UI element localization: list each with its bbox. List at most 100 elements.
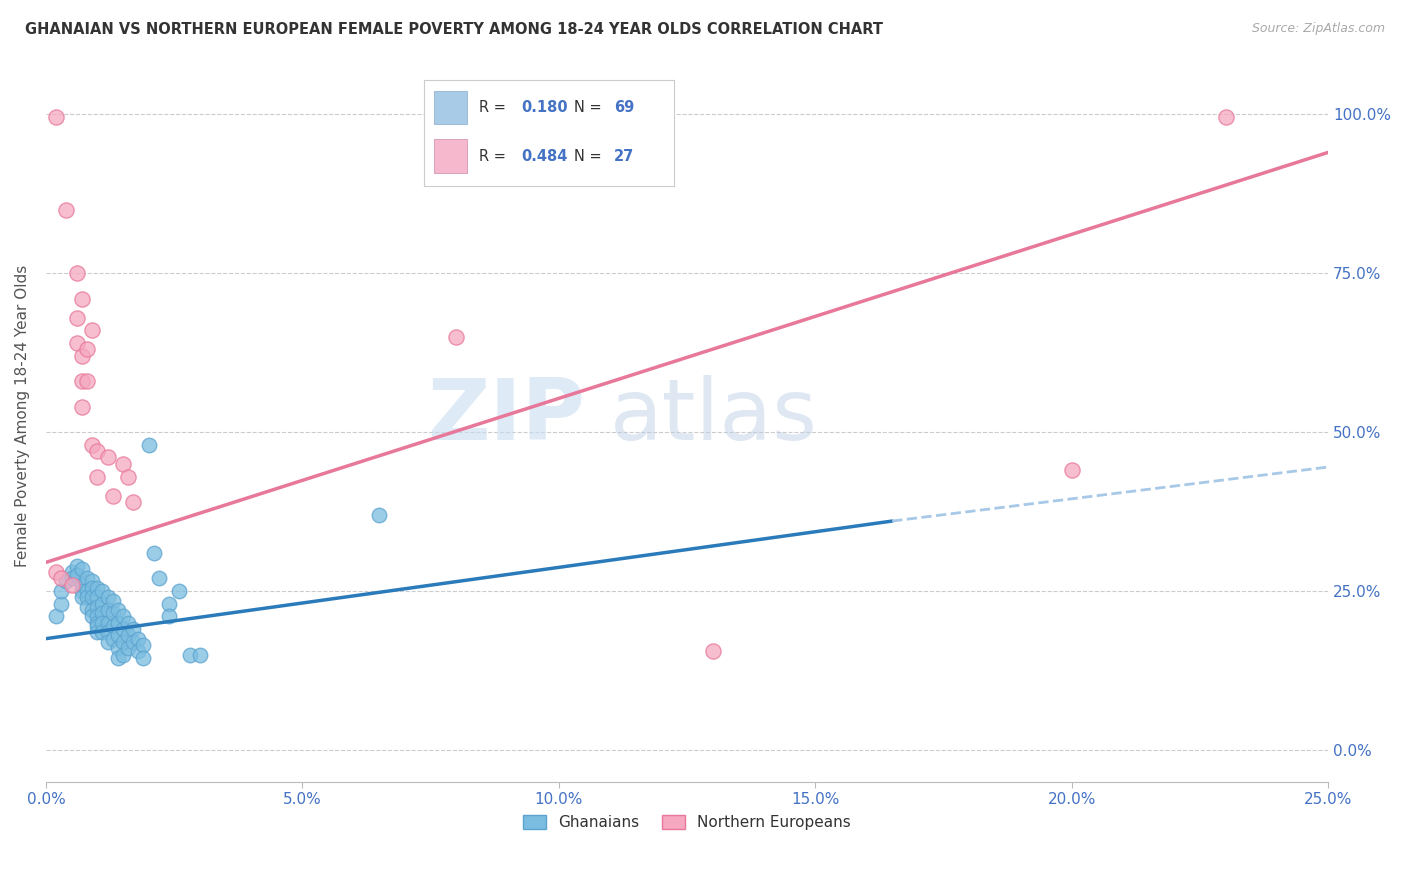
Point (82, 438, 104, 452)
Point (111, 648, 134, 662)
Point (179, 648, 201, 662)
Point (45, 609, 67, 624)
Point (91, 625, 114, 640)
Point (66, 568, 89, 582)
Text: GHANAIAN VS NORTHERN EUROPEAN FEMALE POVERTY AMONG 18-24 YEAR OLDS CORRELATION C: GHANAIAN VS NORTHERN EUROPEAN FEMALE POV… (25, 22, 883, 37)
Point (132, 650, 155, 665)
Text: ZIP: ZIP (427, 375, 585, 458)
Point (86, 469, 108, 483)
Point (107, 641, 129, 656)
Point (82, 574, 104, 589)
Point (70, 577, 93, 591)
Point (96, 603, 118, 617)
Point (138, 438, 160, 452)
Point (55, 574, 77, 589)
Point (91, 606, 114, 620)
Point (101, 632, 124, 646)
Point (117, 615, 139, 630)
Point (188, 648, 211, 662)
Point (82, 603, 104, 617)
Point (101, 619, 124, 633)
Point (82, 581, 104, 595)
Point (86, 619, 108, 633)
Point (70, 591, 93, 605)
Point (51, 597, 73, 611)
Point (86, 581, 108, 595)
Point (127, 644, 149, 658)
Point (66, 266, 89, 280)
Point (96, 615, 118, 630)
Point (157, 597, 180, 611)
Point (127, 632, 149, 646)
Point (86, 591, 108, 605)
Point (117, 469, 139, 483)
Point (76, 374, 98, 388)
Point (82, 591, 104, 605)
Point (91, 615, 114, 630)
Point (66, 336, 89, 351)
Point (86, 599, 108, 614)
Text: atlas: atlas (610, 375, 818, 458)
Point (70, 584, 93, 599)
Point (70, 400, 93, 414)
Point (51, 571, 73, 585)
Point (82, 609, 104, 624)
Point (76, 584, 98, 599)
Point (446, 329, 468, 343)
Point (368, 508, 391, 522)
Point (117, 641, 139, 656)
Point (96, 591, 118, 605)
Point (122, 495, 145, 509)
Point (76, 571, 98, 585)
Point (66, 558, 89, 573)
Point (1060, 463, 1083, 477)
Point (76, 591, 98, 605)
Point (101, 489, 124, 503)
Point (45, 565, 67, 579)
Legend: Ghanaians, Northern Europeans: Ghanaians, Northern Europeans (517, 809, 858, 836)
Point (86, 625, 108, 640)
Point (148, 571, 170, 585)
Point (60, 571, 83, 585)
Point (111, 609, 134, 624)
Point (107, 628, 129, 642)
Point (111, 635, 134, 649)
Y-axis label: Female Poverty Among 18-24 Year Olds: Female Poverty Among 18-24 Year Olds (15, 265, 30, 567)
Point (107, 650, 129, 665)
Point (66, 310, 89, 325)
Point (111, 622, 134, 636)
Point (122, 622, 145, 636)
Point (70, 292, 93, 306)
Point (96, 625, 118, 640)
Point (45, 111, 67, 125)
Point (96, 635, 118, 649)
Point (169, 584, 191, 599)
Text: Source: ZipAtlas.com: Source: ZipAtlas.com (1251, 22, 1385, 36)
Point (76, 343, 98, 357)
Point (142, 546, 165, 560)
Point (1215, 111, 1237, 125)
Point (91, 597, 114, 611)
Point (101, 593, 124, 607)
Point (107, 615, 129, 630)
Point (122, 635, 145, 649)
Point (86, 444, 108, 458)
Point (702, 644, 724, 658)
Point (70, 349, 93, 363)
Point (132, 638, 155, 652)
Point (157, 609, 180, 624)
Point (55, 202, 77, 217)
Point (70, 374, 93, 388)
Point (60, 565, 83, 579)
Point (86, 609, 108, 624)
Point (60, 577, 83, 591)
Point (91, 584, 114, 599)
Point (51, 584, 73, 599)
Point (117, 628, 139, 642)
Point (70, 562, 93, 576)
Point (76, 599, 98, 614)
Point (111, 457, 134, 471)
Point (107, 603, 129, 617)
Point (86, 615, 108, 630)
Point (82, 323, 104, 337)
